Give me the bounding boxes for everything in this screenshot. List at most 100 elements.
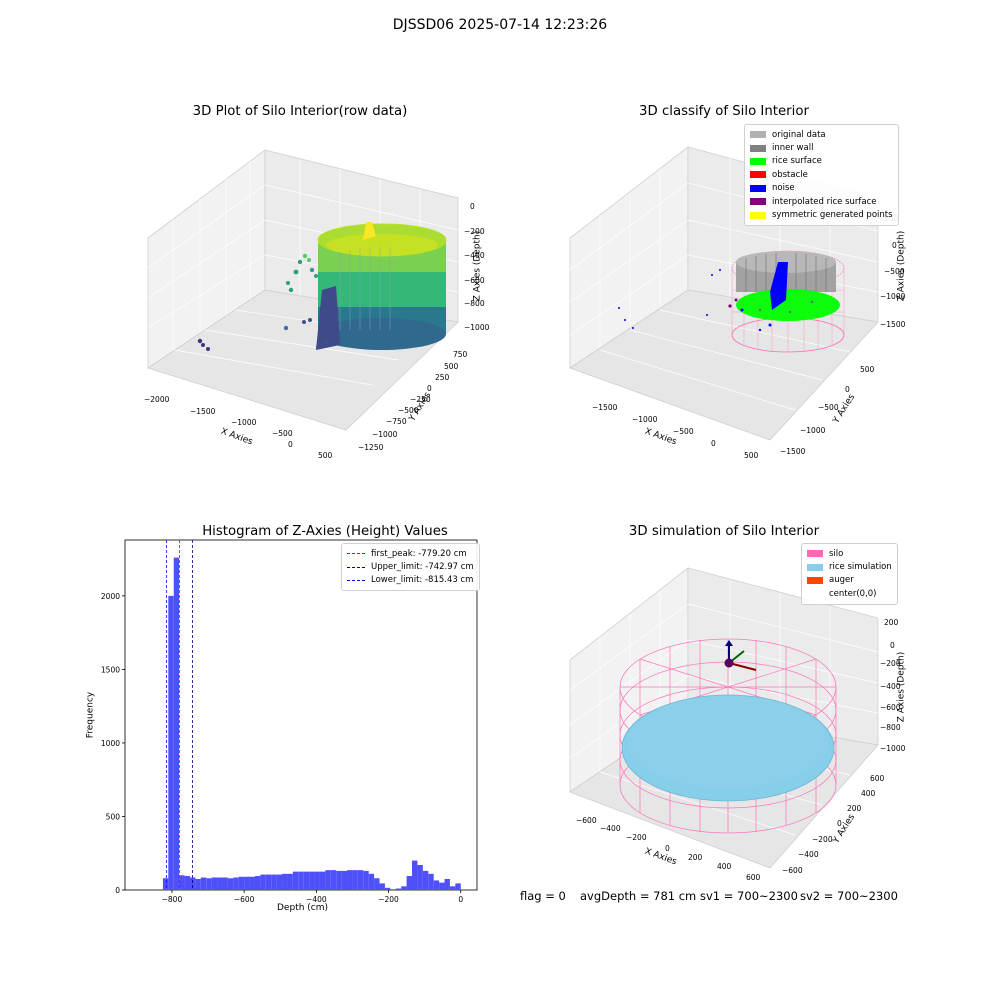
panel1-title: 3D Plot of Silo Interior(row data): [192, 104, 408, 119]
legend-item-auger: auger: [807, 574, 892, 587]
hist-bar: [282, 873, 288, 890]
legend-label: obstacle: [772, 169, 808, 180]
legend-label: inner wall: [772, 143, 814, 154]
legend-swatch: [750, 198, 766, 206]
hist-bar: [200, 877, 207, 890]
hist-bar: [206, 878, 212, 890]
panel4-title: 3D simulation of Silo Interior: [628, 524, 820, 539]
hist-bar: [319, 871, 326, 890]
hist-xtick-label: −800: [162, 895, 183, 904]
hist-bar: [222, 877, 228, 890]
hist-bar: [309, 871, 315, 890]
panel4-legend: silo rice simulation auger center(0,0): [801, 543, 898, 605]
sv1-text: sv1 = 700~2300: [700, 889, 798, 903]
legend-label: silo: [829, 548, 844, 559]
legend-item-inner-wall: inner wall: [750, 141, 893, 154]
hist-bar: [341, 870, 348, 890]
hist-frame: [124, 539, 478, 891]
hist-bar: [347, 870, 353, 890]
legend-item-first-peak: first_peak: -779.20 cm: [347, 547, 474, 560]
hist-bar: [179, 875, 185, 890]
hist-xtick-label: −400: [306, 895, 327, 904]
hist-bar: [249, 876, 255, 890]
hist-bar: [227, 878, 234, 890]
panel2-legend: original data inner wall rice surface ob…: [744, 124, 899, 226]
hist-xlabel: Depth (cm): [277, 903, 329, 913]
legend-label: center(0,0): [829, 588, 877, 599]
hist-bar: [189, 877, 196, 890]
hist-bar: [265, 874, 272, 890]
hist-bar: [314, 871, 320, 890]
legend-line: [347, 553, 365, 555]
legend-label: Upper_limit: -742.97 cm: [371, 562, 474, 573]
panel4-zlabel: Z Axies (Depth): [896, 651, 907, 723]
hist-bar: [444, 878, 450, 890]
legend-label: symmetric generated points: [772, 210, 893, 221]
hist-bar: [292, 871, 299, 890]
hist-xtick-label: −600: [234, 895, 255, 904]
legend-swatch: [807, 576, 823, 584]
hist-bar: [287, 873, 293, 890]
hist-bar: [395, 888, 402, 890]
legend-label: rice surface: [772, 156, 822, 167]
hist-bar: [276, 874, 283, 890]
legend-item-center: center(0,0): [807, 587, 892, 600]
legend-label: interpolated rice surface: [772, 196, 877, 207]
hist-bar: [325, 870, 331, 890]
hist-bar: [384, 887, 391, 890]
hist-ytick-label: 2000: [101, 592, 120, 601]
legend-swatch: [750, 184, 766, 192]
panel2-title: 3D classify of Silo Interior: [639, 104, 809, 119]
hist-ytick-label: 1500: [101, 665, 120, 674]
hist-bar: [449, 886, 456, 890]
hist-ytick-label: 1000: [101, 739, 120, 748]
hist-bar: [352, 870, 358, 890]
hist-bar: [260, 874, 266, 890]
legend-label: original data: [772, 129, 826, 140]
hist-bar: [254, 876, 261, 890]
legend-item-rice-surface: rice surface: [750, 155, 893, 168]
legend-swatch: [750, 157, 766, 165]
hist-bar: [455, 883, 461, 890]
legend-swatch: [750, 144, 766, 152]
hist-bar: [422, 870, 429, 890]
legend-label: Lower_limit: -815.43 cm: [371, 575, 474, 586]
legend-item-noise: noise: [750, 182, 893, 195]
legend-item-original-data: original data: [750, 128, 893, 141]
hist-bar: [238, 876, 245, 890]
hist-title: Histogram of Z-Axies (Height) Values: [202, 524, 448, 539]
legend-swatch: [750, 131, 766, 139]
hist-bar: [412, 860, 418, 890]
hist-bar: [217, 877, 223, 890]
hist-bar: [184, 876, 190, 890]
hist-bar: [374, 878, 380, 890]
flag-text: flag = 0: [520, 889, 566, 903]
legend-label: auger: [829, 575, 854, 586]
hist-bar: [417, 865, 423, 890]
legend-label: first_peak: -779.20 cm: [371, 548, 467, 559]
legend-swatch: [750, 211, 766, 219]
hist-legend: first_peak: -779.20 cm Upper_limit: -742…: [341, 543, 480, 592]
hist-bar: [401, 886, 407, 890]
hist-bar: [195, 878, 201, 890]
legend-item-rice-simulation: rice simulation: [807, 560, 892, 573]
hist-bar: [406, 876, 413, 890]
avgdepth-text: avgDepth = 781 cm: [580, 889, 697, 903]
hist-bar: [168, 595, 174, 890]
legend-label: rice simulation: [829, 562, 892, 573]
legend-label: noise: [772, 183, 795, 194]
hist-ytick-label: 0: [115, 886, 120, 895]
legend-swatch: [807, 563, 823, 571]
legend-swatch: [807, 550, 823, 558]
hist-bar: [211, 877, 218, 890]
hist-bar: [162, 878, 169, 890]
hist-bar: [336, 870, 342, 890]
hist-bar: [363, 870, 369, 890]
hist-bar: [428, 873, 434, 890]
legend-item-interpolated: interpolated rice surface: [750, 195, 893, 208]
hist-bar: [330, 870, 337, 890]
legend-line: [347, 566, 365, 568]
hist-ytick-label: 500: [106, 812, 121, 821]
hist-bar: [379, 883, 385, 890]
